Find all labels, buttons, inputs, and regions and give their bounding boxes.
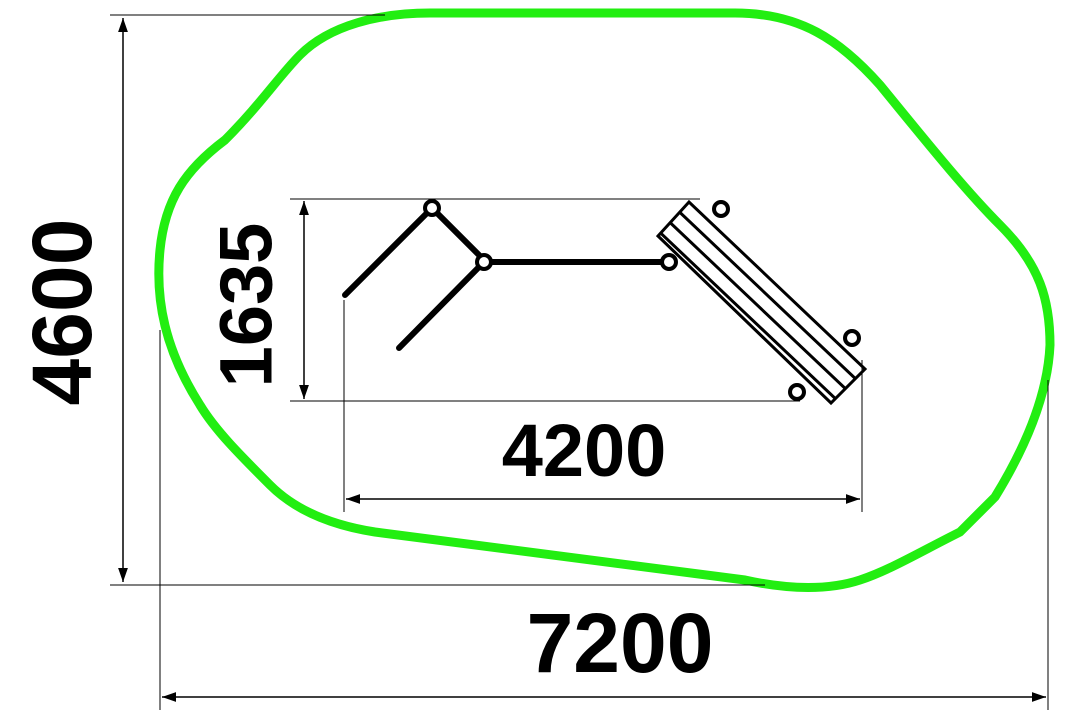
equipment-frame xyxy=(342,205,665,351)
safety-zone-outline xyxy=(154,8,1055,592)
overall-extension-lines xyxy=(110,14,1049,710)
equipment-extension-lines xyxy=(290,198,863,512)
bench-slats xyxy=(658,202,865,403)
total-width-label: 7200 xyxy=(527,596,714,690)
bench-outline xyxy=(655,199,868,406)
equipment-width-label: 4200 xyxy=(502,409,667,492)
joint-circles xyxy=(423,199,861,401)
equipment-height-label: 1635 xyxy=(205,223,288,388)
total-height-label: 4600 xyxy=(15,219,109,406)
